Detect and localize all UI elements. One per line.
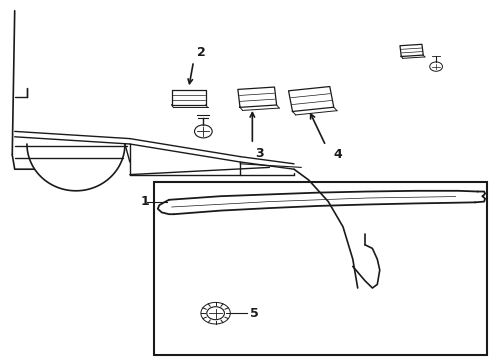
- Text: 1: 1: [140, 195, 149, 208]
- Text: 2: 2: [196, 46, 205, 59]
- Polygon shape: [400, 44, 423, 57]
- Polygon shape: [238, 87, 277, 107]
- Polygon shape: [172, 90, 206, 105]
- Polygon shape: [289, 86, 334, 112]
- Bar: [154, 182, 487, 355]
- Text: 4: 4: [334, 148, 343, 161]
- Text: 5: 5: [250, 307, 259, 320]
- Text: 3: 3: [255, 147, 264, 159]
